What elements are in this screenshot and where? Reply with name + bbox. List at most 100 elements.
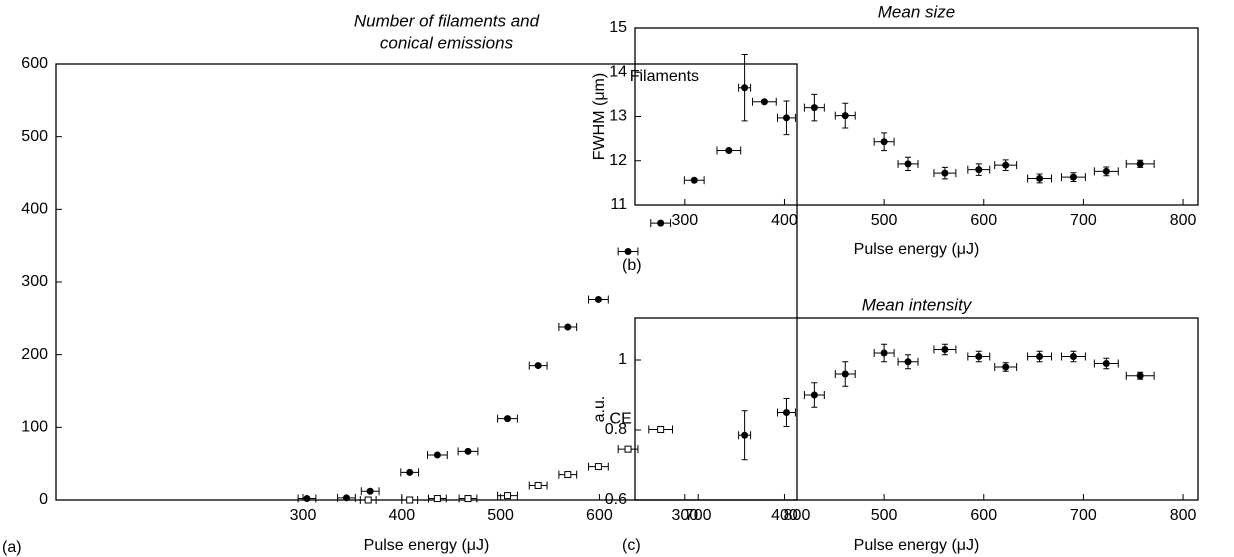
x-tick-label: 400	[771, 507, 798, 524]
y-tick-label: 300	[21, 273, 48, 290]
data-point	[941, 169, 949, 177]
y-tick-label: 14	[609, 63, 627, 80]
data-point	[904, 160, 912, 168]
data-point	[303, 495, 311, 503]
y-tick-label: 15	[609, 19, 627, 36]
data-point	[1136, 160, 1144, 168]
plot-frame	[55, 63, 798, 501]
y-tick-label: 200	[21, 346, 48, 363]
x-tick-label: 700	[1070, 507, 1097, 524]
data-point	[342, 494, 350, 502]
y-tick-label: 0.8	[605, 421, 627, 438]
data-point	[1002, 363, 1010, 371]
x-tick-label: 700	[1070, 212, 1097, 229]
data-point	[406, 468, 414, 476]
y-tick-label: 0.6	[605, 491, 627, 508]
data-point	[1102, 167, 1110, 175]
data-point	[464, 495, 472, 503]
x-tick-label: 400	[771, 212, 798, 229]
y-tick-label: 1	[618, 351, 627, 368]
data-point	[904, 358, 912, 366]
data-point	[810, 391, 818, 399]
x-tick-label: 300	[290, 507, 317, 524]
data-point	[1102, 360, 1110, 367]
x-tick-label: 600	[970, 507, 997, 524]
data-point	[657, 426, 665, 434]
data-point	[364, 496, 372, 504]
x-tick-label: 300	[671, 212, 698, 229]
x-axis-label: Pulse energy (μJ)	[854, 537, 980, 554]
x-tick-label: 300	[671, 507, 698, 524]
data-point	[433, 451, 441, 459]
data-point	[782, 409, 790, 416]
x-tick-label: 500	[487, 507, 514, 524]
series-label: CE	[610, 411, 632, 428]
data-point	[690, 176, 698, 184]
data-point	[1136, 372, 1144, 380]
data-point	[464, 447, 472, 455]
y-tick-label: 12	[609, 152, 627, 169]
data-point	[504, 415, 512, 423]
panel-label: (c)	[622, 537, 641, 554]
x-axis-label: Pulse energy (μJ)	[364, 537, 490, 554]
data-point	[841, 112, 849, 120]
y-axis-label: FWHM (μm)	[591, 73, 608, 160]
data-point	[1036, 174, 1044, 182]
data-point	[760, 98, 768, 106]
data-point	[534, 362, 542, 370]
x-tick-label: 800	[1170, 212, 1197, 229]
data-point	[725, 146, 733, 154]
data-point	[624, 247, 632, 255]
x-tick-label: 600	[586, 507, 613, 524]
data-point	[975, 353, 983, 360]
data-point	[366, 487, 374, 495]
data-point	[1069, 353, 1077, 360]
data-point	[841, 370, 849, 378]
data-point	[594, 295, 602, 303]
plot-frame	[634, 317, 1199, 501]
y-tick-label: 600	[21, 55, 48, 72]
y-tick-label: 100	[21, 419, 48, 436]
data-point	[941, 346, 949, 353]
chart-title: conical emissions	[380, 33, 514, 52]
data-point	[594, 463, 602, 471]
data-point	[624, 445, 632, 453]
data-point	[1069, 173, 1077, 181]
x-tick-label: 400	[388, 507, 415, 524]
data-point	[1036, 353, 1044, 360]
y-axis-label: a.u.	[591, 396, 608, 423]
chart-title: Mean size	[878, 2, 955, 21]
data-point	[782, 114, 790, 122]
y-tick-label: 11	[610, 196, 627, 213]
y-tick-label: 0	[39, 491, 48, 508]
data-point	[564, 471, 572, 479]
x-axis-label: Pulse energy (μJ)	[854, 241, 980, 258]
data-point	[1002, 161, 1010, 169]
x-tick-label: 800	[784, 507, 811, 524]
series-label: Filaments	[630, 68, 699, 85]
chart-title: Number of filaments and	[354, 11, 540, 30]
plot-frame	[634, 27, 1199, 206]
chart-title: Mean intensity	[862, 295, 973, 314]
panel-label: (b)	[622, 257, 642, 274]
panel-label: (a)	[2, 539, 22, 556]
data-point	[975, 166, 983, 174]
data-point	[741, 84, 749, 92]
data-point	[741, 431, 749, 439]
data-point	[810, 104, 818, 112]
data-point	[534, 481, 542, 489]
data-point	[880, 349, 888, 357]
data-point	[504, 492, 512, 500]
x-tick-label: 800	[1170, 507, 1197, 524]
data-point	[406, 496, 414, 504]
y-tick-label: 13	[609, 108, 627, 125]
y-tick-label: 500	[21, 128, 48, 145]
x-tick-label: 500	[871, 507, 898, 524]
x-tick-label: 500	[871, 212, 898, 229]
data-point	[657, 219, 665, 227]
y-tick-label: 400	[21, 201, 48, 218]
data-point	[433, 495, 441, 503]
x-tick-label: 700	[685, 507, 712, 524]
x-tick-label: 600	[970, 212, 997, 229]
